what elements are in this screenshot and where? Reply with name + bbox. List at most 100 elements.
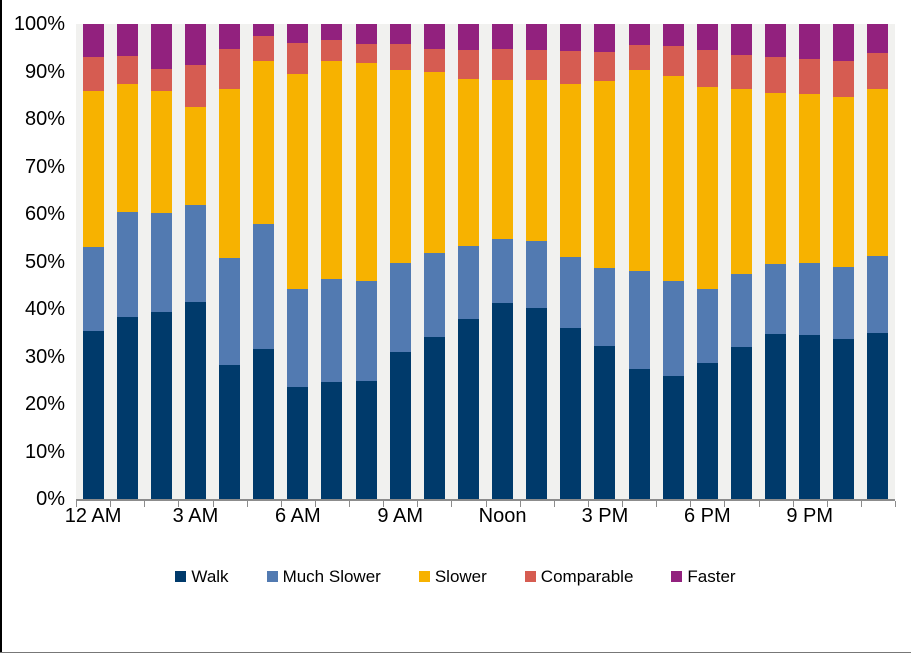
segment-comparable — [287, 43, 309, 75]
plot-area — [76, 24, 895, 499]
segment-walk — [526, 307, 548, 499]
bar-slot-2-pm — [554, 24, 588, 499]
legend-swatch-icon — [418, 571, 430, 582]
bar-slot-5-am — [247, 24, 281, 499]
segment-much-slower — [628, 270, 650, 369]
segment-slower — [526, 79, 548, 242]
stacked-bar — [526, 24, 548, 499]
segment-slower — [355, 62, 377, 281]
x-axis-tick-label: 12 AM — [64, 505, 122, 527]
bar-slot-7-pm — [724, 24, 758, 499]
y-axis-tick-label: 90% — [24, 60, 65, 83]
x-axis-tick — [246, 501, 248, 507]
segment-comparable — [82, 57, 104, 92]
segment-comparable — [355, 44, 377, 63]
segment-slower — [560, 83, 582, 257]
x-axis-tick — [724, 501, 726, 507]
segment-much-slower — [82, 247, 104, 332]
segment-slower — [116, 84, 138, 213]
x-axis-tick — [451, 501, 453, 507]
bar-slot-noon — [486, 24, 520, 499]
segment-faster — [765, 24, 787, 57]
x-axis-tick-label: 9 AM — [377, 505, 423, 527]
bar-slot-7-am — [315, 24, 349, 499]
segment-comparable — [253, 35, 275, 62]
bar-slot-9-pm — [793, 24, 827, 499]
segment-slower — [253, 61, 275, 224]
stacked-bar — [765, 24, 787, 499]
segment-slower — [594, 81, 616, 269]
x-axis-tick — [144, 501, 146, 507]
segment-faster — [389, 24, 411, 45]
legend-swatch-icon — [175, 571, 187, 582]
x-axis-tick — [110, 501, 112, 507]
legend-item-walk: Walk — [175, 567, 229, 586]
segment-much-slower — [662, 280, 684, 376]
stacked-bar — [867, 24, 889, 499]
segment-comparable — [184, 65, 206, 108]
segment-faster — [560, 24, 582, 52]
bar-slot-1-pm — [520, 24, 554, 499]
x-axis-tick — [212, 501, 214, 507]
segment-comparable — [730, 55, 752, 89]
legend-label: Slower — [434, 567, 487, 586]
bar-slot-3-am — [178, 24, 212, 499]
segment-much-slower — [423, 253, 445, 338]
x-axis-tick — [792, 501, 794, 507]
stacked-bar — [662, 24, 684, 499]
x-axis-tick-label: Noon — [478, 505, 527, 527]
x-axis-tick — [826, 501, 828, 507]
segment-slower — [219, 88, 241, 259]
segment-much-slower — [219, 258, 241, 365]
segment-much-slower — [560, 256, 582, 328]
x-axis-tick — [587, 501, 589, 507]
x-axis-tick — [553, 501, 555, 507]
segment-walk — [730, 346, 752, 499]
segment-much-slower — [150, 213, 172, 312]
segment-faster — [833, 24, 855, 62]
segment-slower — [867, 89, 889, 256]
segment-walk — [765, 333, 787, 499]
segment-much-slower — [492, 239, 514, 304]
y-axis-tick-label: 50% — [24, 250, 65, 273]
y-axis-tick-label: 80% — [24, 108, 65, 130]
segment-slower — [662, 75, 684, 281]
legend-swatch-icon — [524, 571, 536, 582]
segment-slower — [184, 107, 206, 205]
bar-slot-5-pm — [656, 24, 690, 499]
segment-faster — [423, 24, 445, 49]
x-axis-tick — [485, 501, 487, 507]
legend-label: Walk — [191, 567, 229, 586]
stacked-bar — [287, 24, 309, 499]
segment-comparable — [628, 44, 650, 70]
x-axis-line — [76, 499, 895, 501]
y-axis-tick-label: 40% — [24, 298, 65, 320]
segment-walk — [184, 301, 206, 499]
segment-faster — [116, 24, 138, 56]
segment-comparable — [833, 61, 855, 97]
segment-much-slower — [355, 280, 377, 382]
segment-slower — [730, 88, 752, 275]
segment-slower — [492, 79, 514, 240]
x-axis-tick-label: 9 PM — [786, 505, 834, 527]
segment-slower — [833, 96, 855, 268]
segment-comparable — [492, 48, 514, 80]
bar-slot-11-am — [451, 24, 485, 499]
segment-much-slower — [287, 289, 309, 388]
stacked-bar — [833, 24, 855, 499]
stacked-bar — [594, 24, 616, 499]
bar-slot-2-am — [144, 24, 178, 499]
segment-walk — [560, 327, 582, 499]
segment-slower — [150, 90, 172, 214]
segment-comparable — [321, 40, 343, 61]
segment-much-slower — [833, 267, 855, 339]
x-axis-tick — [519, 501, 521, 507]
segment-faster — [696, 24, 718, 50]
stacked-bar — [696, 24, 718, 499]
stacked-bar — [253, 24, 275, 499]
segment-walk — [287, 387, 309, 499]
segment-walk — [628, 368, 650, 499]
x-axis-tick — [758, 501, 760, 507]
bar-slot-8-am — [349, 24, 383, 499]
